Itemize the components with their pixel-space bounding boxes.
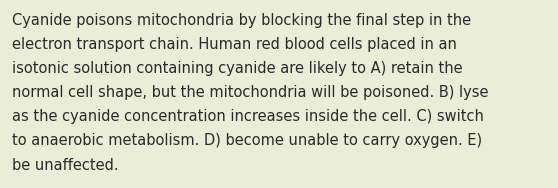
Text: electron transport chain. Human red blood cells placed in an: electron transport chain. Human red bloo… xyxy=(12,37,457,52)
Text: isotonic solution containing cyanide are likely to A) retain the: isotonic solution containing cyanide are… xyxy=(12,61,463,76)
Text: normal cell shape, but the mitochondria will be poisoned. B) lyse: normal cell shape, but the mitochondria … xyxy=(12,85,489,100)
Text: to anaerobic metabolism. D) become unable to carry oxygen. E): to anaerobic metabolism. D) become unabl… xyxy=(12,133,483,149)
Text: be unaffected.: be unaffected. xyxy=(12,158,119,173)
Text: as the cyanide concentration increases inside the cell. C) switch: as the cyanide concentration increases i… xyxy=(12,109,484,124)
Text: Cyanide poisons mitochondria by blocking the final step in the: Cyanide poisons mitochondria by blocking… xyxy=(12,13,472,28)
